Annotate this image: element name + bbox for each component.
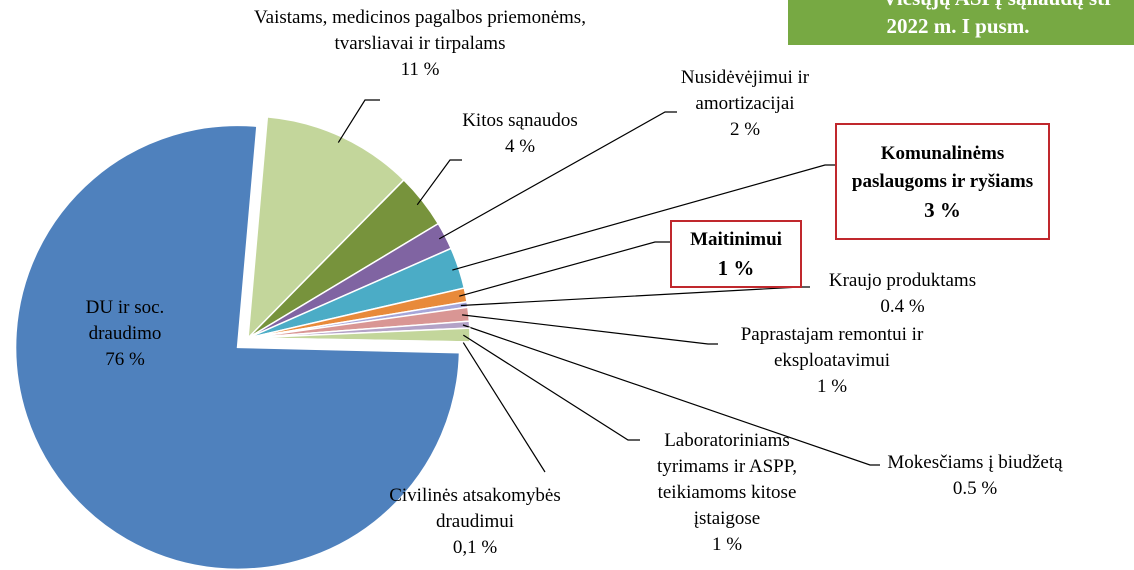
value-label: 76 % <box>105 349 145 370</box>
leader-line <box>459 241 670 297</box>
chart-title: Viešųjų ASPĮ sąnaudų str <box>798 0 1134 11</box>
category-label: Civilinės atsakomybės draudimui <box>389 485 561 532</box>
data-label: DU ir soc. draudimo 76 % <box>65 295 185 373</box>
leader-line <box>416 159 462 206</box>
leader-line <box>462 334 640 441</box>
category-label: Komunalinėms paslaugoms ir ryšiams <box>851 142 1034 192</box>
data-label: Komunalinėms paslaugoms ir ryšiams 3 % <box>835 123 1050 240</box>
pie-slice <box>14 124 461 570</box>
category-label: Kitos sąnaudos <box>462 110 578 131</box>
value-label: 3 % <box>924 197 961 222</box>
value-label: 4 % <box>504 136 536 157</box>
value-label: 0,1 % <box>452 537 498 558</box>
title-box: Viešųjų ASPĮ sąnaudų str 2022 m. I pusm. <box>788 0 1134 45</box>
category-label: Mokesčiams į biudžetą <box>887 452 1063 473</box>
category-label: Kraujo produktams <box>828 270 977 291</box>
leader-line <box>462 324 880 466</box>
value-label: 0.5 % <box>952 478 998 499</box>
leader-line <box>462 314 718 345</box>
category-label: Laboratoriniams tyrimams ir ASPP, teikia… <box>657 430 797 529</box>
value-label: 2 % <box>729 119 761 140</box>
chart-subtitle: 2022 m. I pusm. <box>886 14 1030 38</box>
category-label: Vaistams, medicinos pagalbos priemonėms,… <box>254 7 586 54</box>
category-label: Nusidėvėjimui ir amortizacijai <box>680 67 810 114</box>
data-label: Kraujo produktams 0.4 % <box>795 268 1010 320</box>
data-label: Maitinimui 1 % <box>670 220 802 288</box>
data-label: Laboratoriniams tyrimams ir ASPP, teikia… <box>627 428 827 558</box>
data-label: Nusidėvėjimui ir amortizacijai 2 % <box>645 65 845 143</box>
data-label: Civilinės atsakomybės draudimui 0,1 % <box>385 483 565 561</box>
category-label: Maitinimui <box>690 229 782 250</box>
data-label: Paprastajam remontui ir eksploatavimui 1 … <box>700 322 964 400</box>
value-label: 1 % <box>711 534 743 555</box>
value-label: 1 % <box>717 256 755 280</box>
pie-slice <box>247 116 405 341</box>
leader-line <box>462 342 546 473</box>
leader-line <box>460 286 810 307</box>
value-label: 1 % <box>816 376 848 397</box>
data-label: Vaistams, medicinos pagalbos priemonėms,… <box>230 5 610 83</box>
category-label: DU ir soc. draudimo <box>85 297 165 344</box>
leader-line <box>438 111 677 240</box>
leader-line <box>337 99 380 143</box>
data-label: Kitos sąnaudos 4 % <box>440 108 600 160</box>
category-label: Paprastajam remontui ir eksploatavimui <box>740 324 924 371</box>
leader-line <box>452 164 835 271</box>
pie-slice <box>247 337 471 345</box>
value-label: 11 % <box>400 59 440 80</box>
data-label: Mokesčiams į biudžetą 0.5 % <box>855 450 1095 502</box>
value-label: 0.4 % <box>880 296 925 317</box>
